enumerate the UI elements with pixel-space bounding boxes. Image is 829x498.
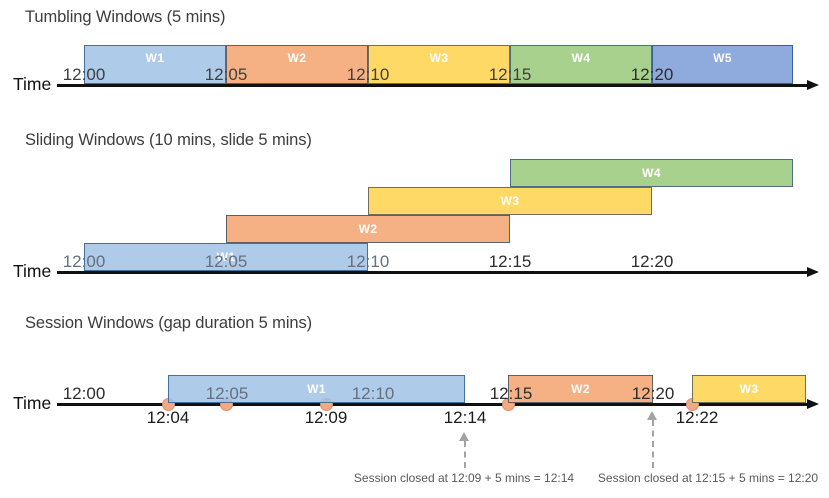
- session-close-arrow-right-line: [651, 420, 654, 468]
- session-close-arrow-left-line: [463, 441, 466, 468]
- window-label: W3: [500, 194, 520, 208]
- tumbling-title: Tumbling Windows (5 mins): [25, 8, 226, 26]
- tumbling-tick-1200: 12:00: [62, 65, 106, 84]
- window-label: W2: [358, 222, 378, 236]
- sliding-tick-1215: 12:15: [488, 252, 532, 271]
- session-annotation-left: Session closed at 12:09 + 5 mins = 12:14: [353, 471, 575, 485]
- session-event-label-1222: 12:22: [675, 408, 719, 427]
- tumbling-axis-line: [57, 84, 808, 87]
- session-annotation-right: Session closed at 12:15 + 5 mins = 12:20: [597, 471, 819, 485]
- sliding-window-w4: W4: [510, 159, 793, 187]
- session-event-label-1204: 12:04: [146, 408, 190, 427]
- sliding-tick-1200: 12:00: [62, 252, 106, 271]
- session-window-w2: W2: [508, 375, 653, 403]
- tumbling-window-w4: W4: [510, 45, 652, 84]
- window-label: W4: [642, 166, 661, 180]
- sliding-window-w3: W3: [368, 187, 652, 215]
- session-tick-1205: 12:05: [205, 384, 249, 403]
- session-tick-1210: 12:10: [351, 384, 395, 403]
- sliding-title: Sliding Windows (10 mins, slide 5 mins): [25, 131, 312, 149]
- session-tick-1200: 12:00: [62, 384, 106, 403]
- tumbling-tick-1220: 12:20: [630, 65, 674, 84]
- sliding-time-label: Time: [13, 261, 52, 281]
- session-event-label-1214: 12:14: [443, 408, 487, 427]
- tumbling-time-label: Time: [13, 74, 52, 94]
- window-label: W2: [571, 382, 590, 396]
- session-event-label-1209: 12:09: [304, 408, 348, 427]
- session-window-w3: W3: [692, 375, 806, 403]
- tumbling-tick-1215: 12:15: [488, 65, 532, 84]
- sliding-axis-arrowhead-icon: [807, 266, 819, 277]
- session-tick-1220: 12:20: [631, 384, 675, 403]
- window-label: W1: [307, 382, 326, 396]
- session-tick-1215: 12:15: [489, 384, 533, 403]
- window-label: W3: [429, 51, 449, 65]
- sliding-axis-line: [57, 271, 808, 274]
- window-label: W2: [287, 51, 307, 65]
- tumbling-window-w1: W1: [84, 45, 226, 84]
- tumbling-window-w2: W2: [226, 45, 368, 84]
- session-time-label: Time: [13, 393, 52, 413]
- session-axis-line: [57, 403, 808, 406]
- window-label: W5: [713, 51, 732, 65]
- tumbling-window-w5: W5: [652, 45, 793, 84]
- session-window-w1: W1: [168, 375, 465, 403]
- window-label: W4: [571, 51, 591, 65]
- tumbling-tick-1205: 12:05: [204, 65, 248, 84]
- tumbling-axis-arrowhead-icon: [807, 79, 819, 90]
- session-close-arrow-right-icon: [647, 411, 657, 420]
- window-label: W1: [145, 51, 165, 65]
- session-close-arrow-left-icon: [459, 432, 469, 441]
- tumbling-window-w3: W3: [368, 45, 510, 84]
- window-label: W1: [216, 250, 236, 264]
- sliding-tick-1205: 12:05: [204, 252, 248, 271]
- sliding-window-w1: W1: [84, 243, 368, 271]
- window-label: W3: [739, 382, 759, 396]
- sliding-tick-1220: 12:20: [630, 252, 674, 271]
- sliding-tick-1210: 12:10: [346, 252, 390, 271]
- sliding-window-w2: W2: [226, 215, 510, 243]
- session-title: Session Windows (gap duration 5 mins): [25, 314, 313, 332]
- tumbling-tick-1210: 12:10: [346, 65, 390, 84]
- session-axis-arrowhead-icon: [807, 398, 819, 409]
